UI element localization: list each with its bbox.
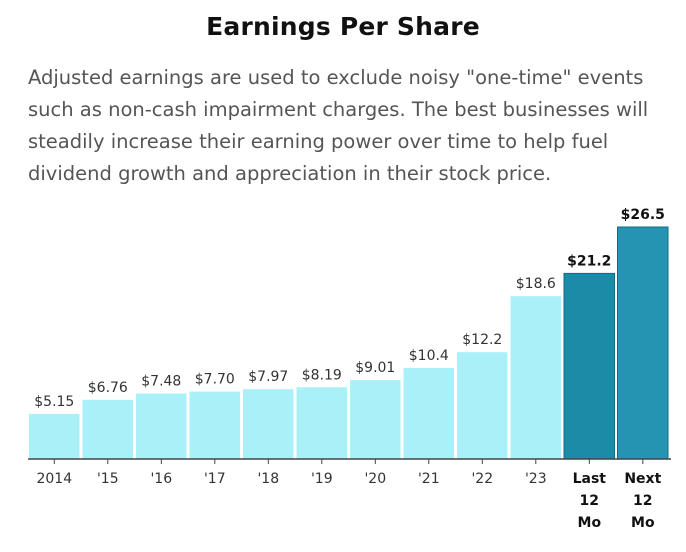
bar-2	[136, 393, 187, 459]
value-label-2: $7.48	[141, 374, 181, 390]
value-label-10: $21.2	[567, 253, 611, 269]
value-label-5: $8.19	[302, 367, 342, 383]
bar-8	[457, 352, 508, 459]
tick-label-2: '16	[150, 471, 172, 487]
value-label-6: $9.01	[355, 360, 395, 376]
bar-3	[189, 391, 240, 459]
tick-label-0: 2014	[36, 471, 72, 487]
bar-1	[82, 399, 133, 459]
value-label-11: $26.5	[621, 207, 665, 223]
value-label-4: $7.97	[248, 369, 288, 385]
value-label-7: $10.4	[409, 348, 449, 364]
tick-label-11: Next 12 Mo	[624, 471, 661, 531]
tick-label-4: '18	[257, 471, 279, 487]
tick-label-9: '23	[525, 471, 547, 487]
bar-5	[296, 387, 347, 459]
value-label-8: $12.2	[462, 332, 502, 348]
bar-9	[510, 296, 561, 459]
bar-4	[243, 389, 294, 459]
chart-subtitle: Adjusted earnings are used to exclude no…	[28, 66, 649, 185]
value-label-0: $5.15	[34, 394, 74, 410]
tick-label-5: '19	[311, 471, 333, 487]
value-label-1: $6.76	[88, 380, 128, 396]
tick-label-6: '20	[364, 471, 386, 487]
tick-label-3: '17	[204, 471, 226, 487]
bar-0	[29, 413, 80, 459]
value-label-9: $18.6	[516, 276, 556, 292]
value-label-3: $7.70	[195, 372, 235, 388]
bar-6	[350, 380, 401, 459]
tick-label-8: '22	[471, 471, 493, 487]
chart-title: Earnings Per Share	[206, 12, 480, 41]
bar-11	[617, 226, 669, 460]
tick-label-7: '21	[418, 471, 440, 487]
tick-label-1: '15	[97, 471, 119, 487]
bar-7	[403, 368, 454, 459]
tick-label-10: Last 12 Mo	[573, 471, 607, 531]
bar-10	[563, 272, 615, 460]
